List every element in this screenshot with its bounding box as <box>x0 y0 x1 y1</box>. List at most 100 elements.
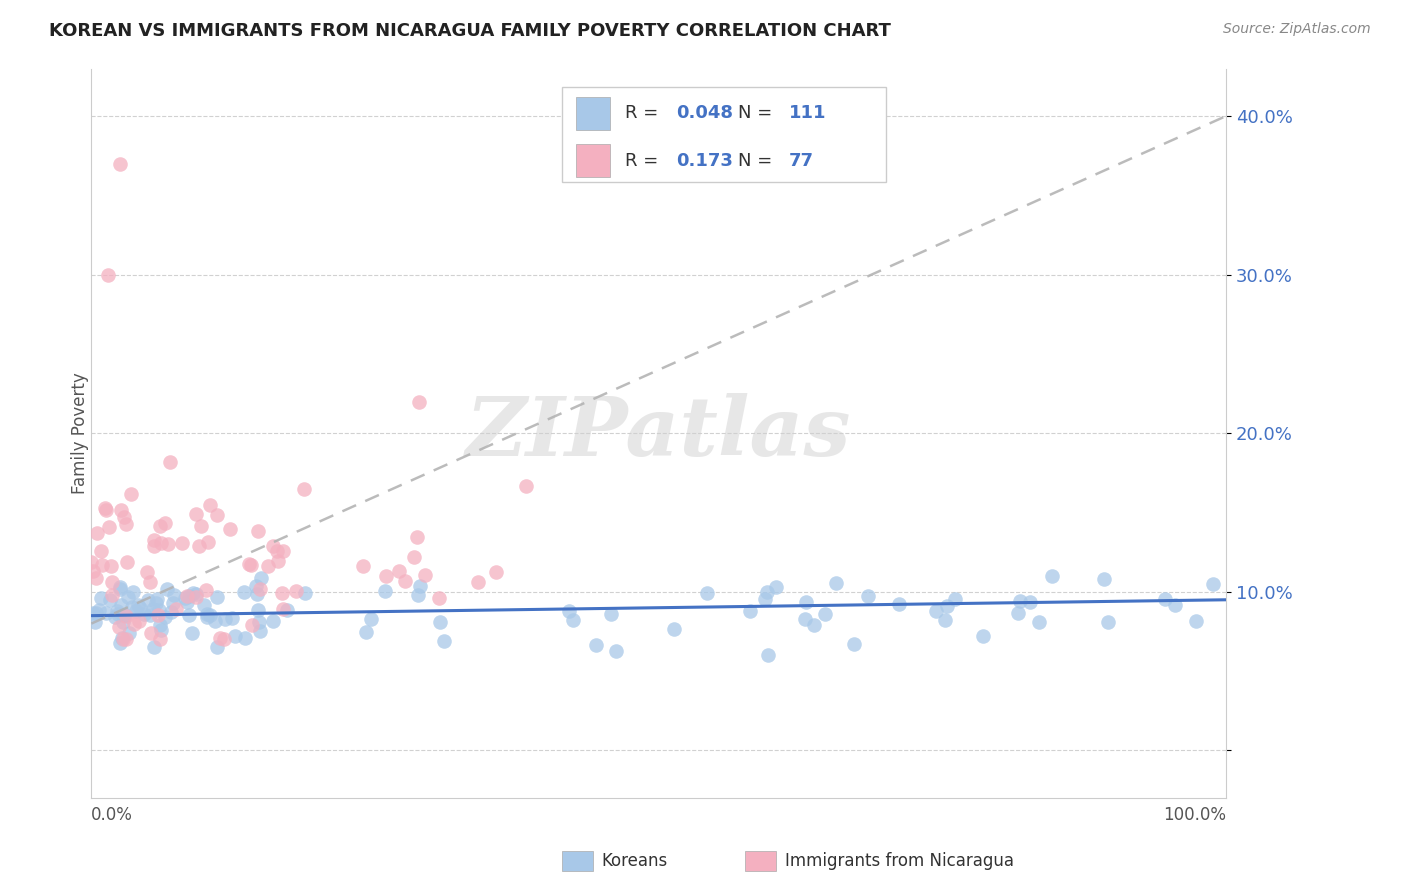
Point <box>110 582 132 596</box>
Point <box>585 638 607 652</box>
Point <box>197 535 219 549</box>
Point <box>599 607 621 621</box>
Point <box>246 587 269 601</box>
Point <box>84 607 107 621</box>
Point <box>138 592 160 607</box>
Point <box>247 603 270 617</box>
Point <box>794 595 817 609</box>
Point <box>405 530 427 544</box>
Point <box>388 564 411 578</box>
Point <box>266 554 288 568</box>
Point <box>100 559 122 574</box>
Point <box>218 522 240 536</box>
Point <box>111 615 134 629</box>
Text: N =: N = <box>738 104 778 122</box>
Point <box>406 588 429 602</box>
Point <box>208 631 231 645</box>
Point <box>100 588 122 602</box>
Point <box>247 524 270 538</box>
Point <box>354 624 377 639</box>
Point <box>159 455 181 469</box>
Point <box>107 607 129 622</box>
FancyBboxPatch shape <box>576 97 610 129</box>
Point <box>146 607 169 622</box>
Point <box>429 591 451 606</box>
Point <box>1010 594 1032 608</box>
Point <box>174 591 197 605</box>
Point <box>193 598 215 612</box>
Point <box>107 620 129 634</box>
Point <box>84 615 107 629</box>
Point <box>221 611 243 625</box>
Point <box>142 602 165 616</box>
Text: R =: R = <box>624 104 664 122</box>
Point <box>136 566 159 580</box>
Text: 0.048: 0.048 <box>676 104 733 122</box>
Point <box>374 584 396 599</box>
Point <box>756 648 779 662</box>
Text: Immigrants from Nicaragua: Immigrants from Nicaragua <box>785 852 1014 870</box>
Point <box>756 585 779 599</box>
Point <box>187 539 209 553</box>
Point <box>104 610 127 624</box>
Point <box>515 478 537 492</box>
Point <box>266 544 288 558</box>
Point <box>1154 591 1177 606</box>
Point <box>233 631 256 645</box>
Point <box>1185 614 1208 628</box>
Point <box>91 558 114 572</box>
Point <box>82 564 104 578</box>
Point <box>148 618 170 632</box>
Point <box>142 539 165 553</box>
Point <box>360 612 382 626</box>
Point <box>163 589 186 603</box>
Point <box>112 608 135 623</box>
Point <box>214 612 236 626</box>
Point <box>98 592 121 607</box>
Point <box>485 565 508 579</box>
Point <box>141 625 163 640</box>
Point <box>194 582 217 597</box>
Point <box>177 608 200 623</box>
Point <box>198 498 221 512</box>
Point <box>114 608 136 623</box>
Point <box>558 604 581 618</box>
Point <box>94 502 117 516</box>
Point <box>205 590 228 604</box>
Point <box>408 394 430 409</box>
Point <box>110 502 132 516</box>
Point <box>150 623 173 637</box>
FancyBboxPatch shape <box>562 87 886 182</box>
Point <box>934 613 956 627</box>
Point <box>128 601 150 615</box>
Point <box>114 517 136 532</box>
Point <box>404 550 426 565</box>
Point <box>205 508 228 522</box>
Point <box>662 622 685 636</box>
Point <box>249 582 271 597</box>
Point <box>190 519 212 533</box>
Point <box>156 582 179 596</box>
Point <box>179 589 201 603</box>
Text: 77: 77 <box>789 152 814 169</box>
Point <box>943 592 966 607</box>
Point <box>138 574 160 589</box>
Point <box>122 617 145 632</box>
Point <box>249 624 271 638</box>
Point <box>754 591 776 606</box>
Point <box>111 632 134 647</box>
Point <box>89 603 111 617</box>
Point <box>112 509 135 524</box>
Point <box>1028 615 1050 630</box>
Point <box>238 557 260 571</box>
Point <box>117 591 139 605</box>
Text: 100.0%: 100.0% <box>1163 806 1226 824</box>
Point <box>262 539 284 553</box>
Point <box>271 544 294 558</box>
Point <box>292 482 315 496</box>
Point <box>195 609 218 624</box>
Point <box>153 610 176 624</box>
Point <box>184 587 207 601</box>
Point <box>204 614 226 628</box>
Point <box>240 618 263 632</box>
